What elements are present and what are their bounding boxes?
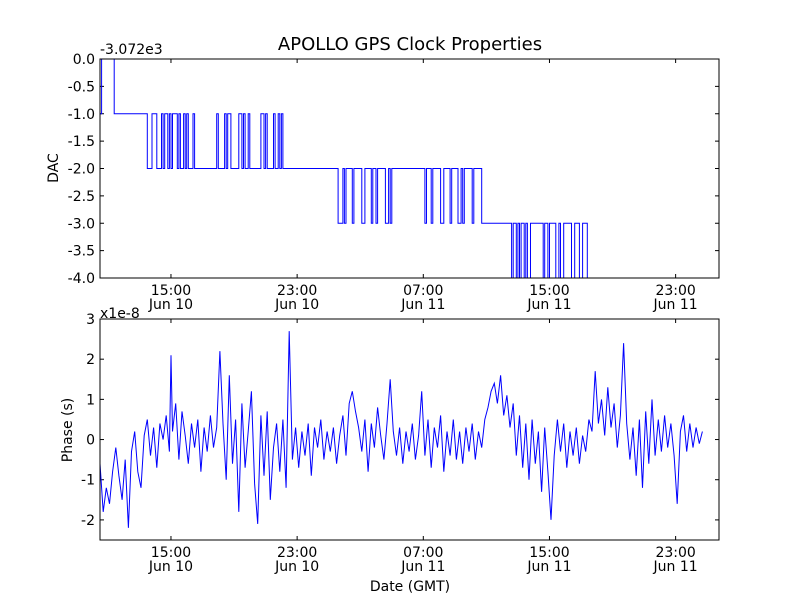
dac-xtick-date: Jun 10 [148, 297, 193, 313]
figure-title: APOLLO GPS Clock Properties [278, 34, 542, 55]
x-axis-label: Date (GMT) [370, 579, 450, 595]
phase-ytick-label: 0 [86, 433, 95, 449]
phase-xtick-time: 07:00 [403, 545, 443, 561]
dac-xtick-time: 07:00 [403, 283, 443, 299]
dac-offset-label: -3.072e3 [100, 42, 163, 58]
dac-xtick-date: Jun 11 [653, 297, 698, 313]
phase-offset-label: x1e-8 [100, 306, 140, 322]
phase-axes-frame [99, 318, 720, 541]
dac-ytick-label: -2.0 [68, 162, 95, 178]
dac-xtick-time: 23:00 [655, 283, 695, 299]
phase-y-axis-label: Phase (s) [60, 398, 76, 462]
dac-ytick-label: -3.5 [68, 244, 95, 260]
phase-xtick-time: 23:00 [277, 545, 317, 561]
dac-ytick-label: 0.0 [73, 52, 95, 68]
dac-y-axis-label: DAC [46, 153, 62, 183]
phase-xtick-time: 15:00 [151, 545, 191, 561]
phase-ytick-label: -2 [81, 513, 95, 529]
dac-xtick-time: 15:00 [151, 283, 191, 299]
dac-ytick-label: -1.0 [68, 107, 95, 123]
phase-series-line [99, 331, 703, 528]
phase-ytick-label: -1 [81, 473, 95, 489]
phase-xtick-date: Jun 10 [148, 559, 193, 575]
phase-xtick-time: 15:00 [529, 545, 569, 561]
dac-xtick-date: Jun 10 [274, 297, 319, 313]
phase-xtick-time: 23:00 [655, 545, 695, 561]
dac-xtick-date: Jun 11 [526, 297, 571, 313]
dac-ticks: 0.0 -0.5 -1.0 -1.5 -2.0 -2.5 -3.0 -3.5 -4.0 15:00… [68, 52, 719, 313]
dac-ytick-label: -3.0 [68, 216, 95, 232]
phase-plot-area [99, 331, 703, 528]
dac-xtick-date: Jun 11 [400, 297, 445, 313]
phase-xtick-date: Jun 11 [653, 559, 698, 575]
dac-ytick-label: -1.5 [68, 134, 95, 150]
dac-xtick-time: 23:00 [277, 283, 317, 299]
dac-xtick-time: 15:00 [529, 283, 569, 299]
dac-plot-area [100, 58, 588, 279]
phase-ytick-label: 1 [86, 392, 95, 408]
dac-ytick-label: -0.5 [68, 79, 95, 95]
dac-ytick-label: -4.0 [68, 271, 95, 287]
dac-series-line [100, 58, 588, 279]
phase-xtick-date: Jun 11 [400, 559, 445, 575]
phase-xtick-date: Jun 11 [526, 559, 571, 575]
dac-axes-frame [99, 58, 720, 279]
dac-panel: -3.072e3 DAC 0.0 -0.5 -1.0 -1.5 -2.0 -2.5 -3.0… [46, 42, 720, 313]
phase-ytick-label: 2 [86, 352, 95, 368]
phase-xtick-date: Jun 10 [274, 559, 319, 575]
phase-ytick-label: 3 [86, 312, 95, 328]
dac-ytick-label: -2.5 [68, 189, 95, 205]
